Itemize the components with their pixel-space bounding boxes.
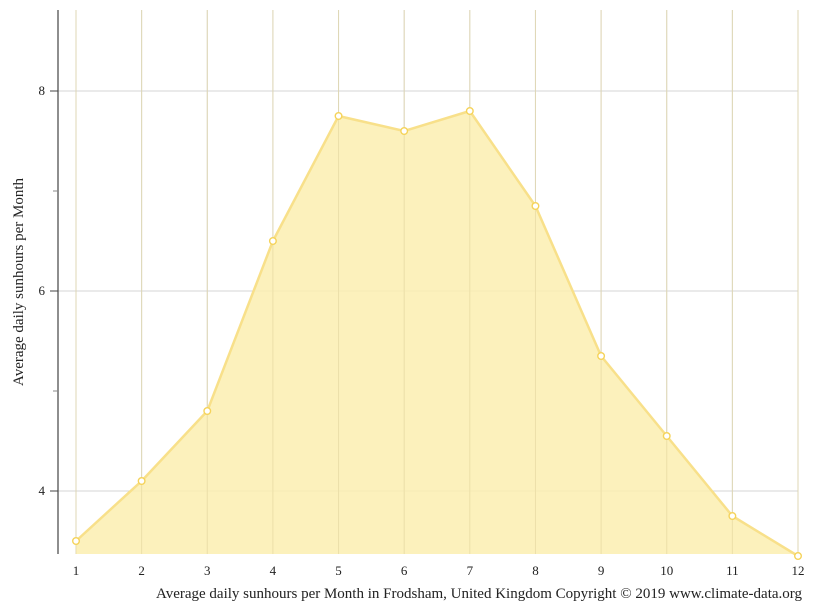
data-point-marker (597, 352, 606, 361)
data-point-marker (268, 236, 277, 245)
data-point-marker (728, 512, 737, 521)
x-tick-label: 9 (598, 563, 605, 578)
data-point-marker (334, 111, 343, 120)
y-tick-label: 4 (39, 483, 46, 498)
data-point-marker (531, 201, 540, 210)
data-point-marker (203, 407, 212, 416)
area-line (75, 109, 799, 558)
x-tick-label: 7 (467, 563, 474, 578)
x-tick-label: 4 (270, 563, 277, 578)
y-axis-title: Average daily sunhours per Month (11, 178, 27, 387)
x-tick-label: 2 (138, 563, 145, 578)
x-tick-label: 11 (726, 563, 739, 578)
chart-caption: Average daily sunhours per Month in Frod… (156, 586, 803, 602)
data-point-marker (71, 537, 80, 546)
y-axis-tick-labels: 4 6 8 (39, 83, 46, 498)
x-tick-label: 12 (792, 563, 805, 578)
data-point-marker (662, 432, 671, 441)
data-markers (71, 106, 803, 561)
y-tick-label: 8 (39, 83, 46, 98)
x-tick-label: 5 (335, 563, 342, 578)
data-point-marker (400, 126, 409, 135)
x-axis-tick-labels: 1 2 3 4 5 6 7 8 9 10 11 12 (73, 563, 805, 578)
x-tick-label: 1 (73, 563, 80, 578)
data-point-marker (137, 477, 146, 486)
axes (50, 10, 59, 554)
data-point-marker (465, 106, 474, 115)
x-tick-label: 8 (532, 563, 539, 578)
x-tick-label: 10 (660, 563, 673, 578)
x-tick-label: 6 (401, 563, 408, 578)
data-point-marker (794, 552, 803, 561)
area-fill (76, 111, 798, 556)
data-area (75, 10, 799, 558)
y-tick-label: 6 (39, 283, 46, 298)
x-tick-label: 3 (204, 563, 211, 578)
